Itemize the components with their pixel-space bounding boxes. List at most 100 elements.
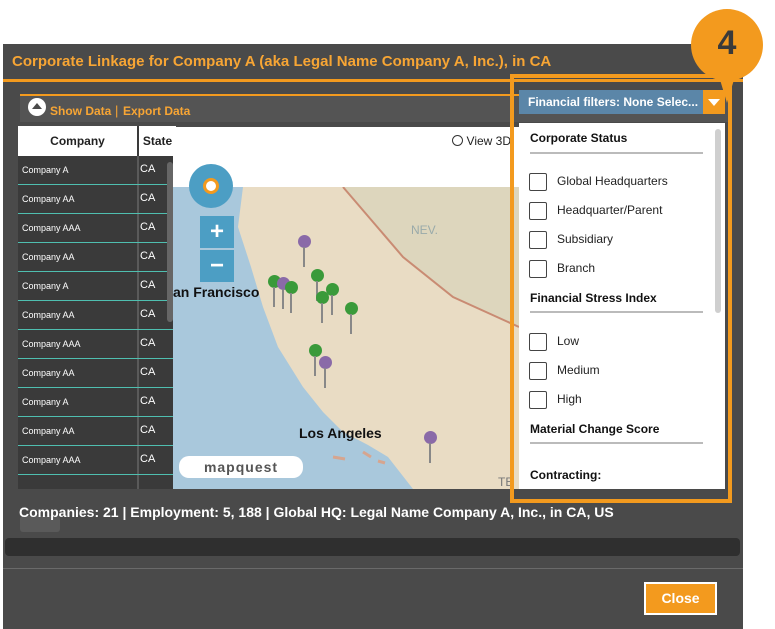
- table-row[interactable]: Company AA CA: [18, 417, 176, 446]
- map-pin-icon[interactable]: [285, 281, 298, 313]
- close-button-label: Close: [661, 590, 700, 606]
- cell-company: Company AAA: [22, 223, 81, 233]
- filter-label: Low: [557, 334, 580, 349]
- collapse-toggle-icon[interactable]: [28, 98, 46, 116]
- map-pin-icon[interactable]: [309, 344, 322, 376]
- close-button[interactable]: Close: [644, 582, 717, 615]
- checkbox-icon[interactable]: [529, 362, 547, 380]
- view-3d-toggle[interactable]: View 3D: [451, 134, 511, 148]
- highlight-box: [510, 74, 732, 503]
- cell-company: Company A: [22, 397, 69, 407]
- pan-control-icon[interactable]: [189, 164, 233, 208]
- financial-filters-dropdown[interactable]: Financial filters: None Selec...: [519, 90, 725, 114]
- cell-state: CA: [140, 337, 156, 349]
- cell-state: CA: [140, 279, 156, 291]
- filter-headquarter-parent[interactable]: Headquarter/Parent: [529, 202, 662, 220]
- cell-company: Company AA: [22, 426, 75, 436]
- filter-label: Headquarter/Parent: [557, 203, 663, 218]
- table-row[interactable]: Company AAA CA: [18, 446, 176, 475]
- checkbox-icon[interactable]: [529, 231, 547, 249]
- filter-high[interactable]: High: [529, 391, 582, 409]
- cell-state: CA: [140, 192, 156, 204]
- map-pin-icon[interactable]: [316, 291, 329, 323]
- checkbox-icon[interactable]: [529, 391, 547, 409]
- radio-icon: [451, 135, 463, 146]
- financial-filters-panel: Corporate Status Global Headquarters Hea…: [519, 123, 725, 489]
- checkbox-icon[interactable]: [529, 202, 547, 220]
- mapquest-logo: mapquest: [179, 456, 303, 478]
- cell-state: CA: [140, 424, 156, 436]
- export-data-link[interactable]: Export Data: [123, 104, 191, 118]
- cell-state: CA: [140, 250, 156, 262]
- table-row[interactable]: Company AA CA: [18, 243, 176, 272]
- filters-scrollbar[interactable]: [715, 129, 721, 313]
- cell-state: CA: [140, 163, 156, 175]
- callout-number: 4: [717, 24, 737, 62]
- cell-state: CA: [140, 308, 156, 320]
- filter-label: Medium: [557, 363, 600, 378]
- filter-global-headquarters[interactable]: Global Headquarters: [529, 173, 668, 191]
- table-row[interactable]: Company A CA: [18, 388, 176, 417]
- company-table: Company State Company A CA Company AA CA C…: [18, 126, 176, 489]
- cell-state: CA: [140, 366, 156, 378]
- callout-circle: [691, 9, 763, 81]
- map-pin-icon[interactable]: [298, 235, 311, 267]
- table-row[interactable]: Company AAA CA: [18, 214, 176, 243]
- zoom-in-button[interactable]: +: [200, 216, 234, 248]
- filter-label: Branch: [557, 261, 596, 276]
- cell-company: Company AAA: [22, 455, 81, 465]
- map-pin-icon[interactable]: [311, 269, 324, 301]
- map-pin-icon[interactable]: [319, 356, 332, 388]
- map-pin-icon[interactable]: [326, 283, 339, 315]
- map-attribution: TE: [498, 475, 514, 489]
- filter-low[interactable]: Low: [529, 333, 579, 351]
- table-scrollbar[interactable]: [167, 162, 173, 322]
- section-underline: [530, 311, 703, 313]
- section-underline: [530, 152, 703, 154]
- map-pin-icon[interactable]: [345, 302, 358, 334]
- zoom-out-button[interactable]: −: [200, 250, 234, 282]
- cell-state: CA: [140, 395, 156, 407]
- checkbox-icon[interactable]: [529, 333, 547, 351]
- data-toolbar: Show Data | Export Data: [20, 94, 730, 122]
- dialog-title-bar: Corporate Linkage for Company A (aka Leg…: [3, 44, 743, 82]
- filter-subsidiary[interactable]: Subsidiary: [529, 231, 613, 249]
- table-row[interactable]: Company A CA: [18, 156, 176, 185]
- financial-filters-label: Financial filters: None Selec...: [528, 95, 699, 109]
- filter-label: Subsidiary: [557, 232, 614, 247]
- horizontal-scroll-thumb[interactable]: [20, 516, 60, 532]
- map-label-nevada: NEV.: [411, 223, 438, 237]
- column-divider: [137, 156, 139, 489]
- filter-label: Global Headquarters: [557, 174, 668, 189]
- table-row[interactable]: Company AAA CA: [18, 330, 176, 359]
- show-data-link[interactable]: Show Data: [50, 104, 112, 118]
- filter-branch[interactable]: Branch: [529, 260, 595, 278]
- view-3d-label: View 3D: [466, 134, 511, 148]
- checkbox-icon[interactable]: [529, 173, 547, 191]
- filter-section-material-change-score: Material Change Score: [530, 422, 660, 436]
- cell-company: Company A: [22, 281, 69, 291]
- dialog-title: Corporate Linkage for Company A (aka Leg…: [12, 53, 552, 70]
- callout-marker: 4: [691, 9, 763, 103]
- cell-company: Company AA: [22, 310, 75, 320]
- map-pin-icon[interactable]: [424, 431, 437, 463]
- filter-section-contracting: Contracting:: [530, 468, 602, 482]
- table-row[interactable]: Company AA CA: [18, 185, 176, 214]
- map-label-los-angeles: Los Angeles: [299, 425, 382, 441]
- summary-status: Companies: 21 | Employment: 5, 188 | Glo…: [19, 504, 614, 520]
- filter-label: High: [557, 392, 582, 407]
- table-row[interactable]: Company AA CA: [18, 301, 176, 330]
- filter-medium[interactable]: Medium: [529, 362, 600, 380]
- table-row[interactable]: Company AA CA: [18, 359, 176, 388]
- map-view[interactable]: View 3D + − NEV. an Francisco Los Angele…: [173, 127, 519, 489]
- checkbox-icon[interactable]: [529, 260, 547, 278]
- footer-divider: [3, 568, 743, 569]
- cell-company: Company AAA: [22, 339, 81, 349]
- table-row[interactable]: Company A CA: [18, 272, 176, 301]
- cell-state: CA: [140, 453, 156, 465]
- column-header-company[interactable]: Company: [18, 126, 137, 156]
- map-label-san-francisco: an Francisco: [173, 284, 260, 300]
- cell-company: Company A: [22, 165, 69, 175]
- horizontal-scrollbar[interactable]: [5, 538, 740, 556]
- column-header-state[interactable]: State: [139, 126, 176, 156]
